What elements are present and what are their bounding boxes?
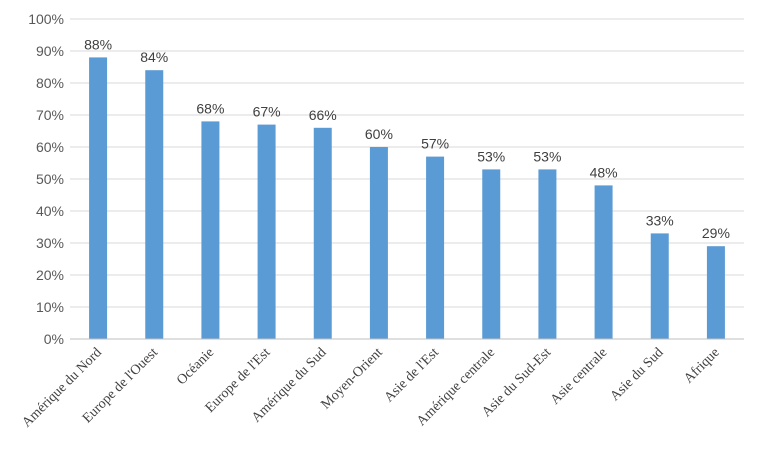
x-tick-label: Asie centrale xyxy=(548,345,611,408)
data-label: 53% xyxy=(477,148,505,164)
data-label: 84% xyxy=(140,49,168,65)
bar xyxy=(257,124,276,339)
y-tick-label: 90% xyxy=(36,43,64,59)
data-label: 88% xyxy=(84,36,112,52)
data-label: 60% xyxy=(365,126,393,142)
bar xyxy=(201,121,220,340)
data-label: 68% xyxy=(196,100,224,116)
bar xyxy=(650,233,669,339)
y-tick-label: 30% xyxy=(36,235,64,251)
y-tick-label: 10% xyxy=(36,299,64,315)
y-tick-label: 80% xyxy=(36,75,64,91)
bar xyxy=(89,57,108,340)
x-tick-label: Asie de l'Est xyxy=(382,345,442,405)
y-tick-label: 60% xyxy=(36,139,64,155)
data-label: 66% xyxy=(309,107,337,123)
data-labels: 88% 84% 68% 67% 66% 60% 57% 53% 53% 48% 33% 29% xyxy=(84,36,730,241)
data-label: 29% xyxy=(702,225,730,241)
bar xyxy=(145,70,164,339)
y-tick-label: 100% xyxy=(28,11,64,27)
x-tick-label: Asie du Sud xyxy=(608,345,667,404)
bar xyxy=(538,169,557,339)
x-tick-label: Océanie xyxy=(174,345,217,388)
data-label: 53% xyxy=(533,148,561,164)
bar xyxy=(369,147,388,339)
bar xyxy=(594,185,613,339)
data-label: 67% xyxy=(253,104,281,120)
x-tick-label: Afrique xyxy=(681,345,722,386)
bar xyxy=(706,246,725,339)
bar xyxy=(482,169,501,339)
bar xyxy=(426,156,445,339)
y-tick-label: 20% xyxy=(36,267,64,283)
y-tick-label: 40% xyxy=(36,203,64,219)
y-tick-label: 50% xyxy=(36,171,64,187)
data-label: 48% xyxy=(590,164,618,180)
bar xyxy=(313,127,332,339)
data-label: 57% xyxy=(421,136,449,152)
data-label: 33% xyxy=(646,212,674,228)
y-tick-label: 70% xyxy=(36,107,64,123)
gridlines xyxy=(70,18,744,308)
y-axis-tick-labels: 0% 10% 20% 30% 40% 50% 60% 70% 80% 90% 100% xyxy=(28,11,64,347)
bars xyxy=(89,57,725,340)
y-tick-label: 0% xyxy=(44,331,64,347)
